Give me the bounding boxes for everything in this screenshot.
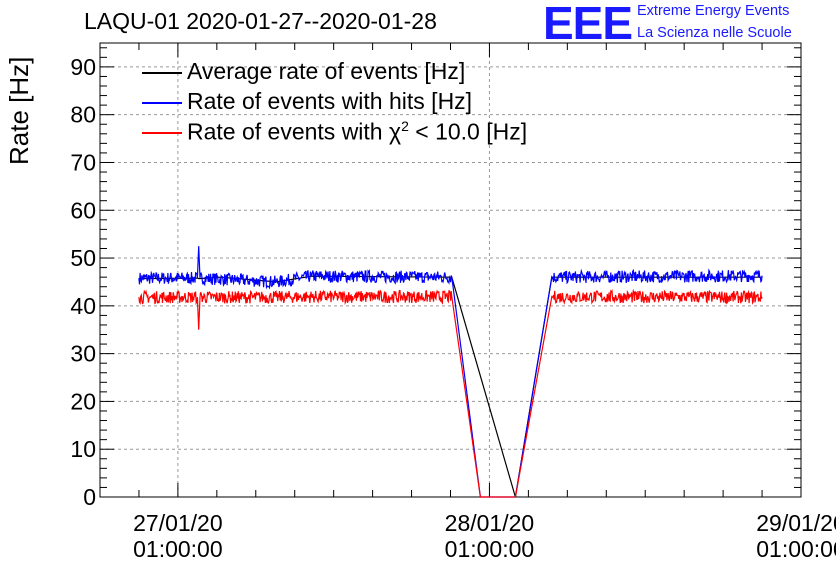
- logo-line-1: Extreme Energy Events: [637, 3, 790, 19]
- legend-chi2-sym: χ: [389, 118, 402, 145]
- x-tick-label-time: 01:00:00: [445, 536, 535, 562]
- logo-line-2: La Scienza nelle Scuole: [637, 25, 792, 41]
- y-axis-label: Rate [Hz]: [4, 56, 34, 165]
- legend-label-average: Average rate of events [Hz]: [187, 58, 466, 84]
- legend-chi2-post: < 10.0 [Hz]: [408, 118, 528, 145]
- eee-logo: EEE: [543, 0, 633, 49]
- y-tick-label: 70: [70, 149, 96, 175]
- legend-chi2-pre: Rate of events with: [187, 118, 389, 145]
- y-tick-label: 80: [70, 102, 96, 128]
- x-tick-label-time: 01:00:00: [756, 536, 836, 562]
- series-line-0: [138, 275, 763, 498]
- y-tick-label: 90: [70, 54, 96, 80]
- x-tick-label-date: 29/01/20: [756, 510, 836, 536]
- y-tick-label: 20: [70, 388, 96, 414]
- series-line-2: [138, 288, 763, 498]
- y-tick-label: 40: [70, 293, 96, 319]
- x-tick-label-date: 28/01/20: [445, 510, 535, 536]
- legend-chi2-sup: 2: [401, 118, 409, 134]
- y-tick-label: 50: [70, 245, 96, 271]
- x-tick-label-time: 01:00:00: [133, 536, 223, 562]
- chart-title: LAQU-01 2020-01-27--2020-01-28: [84, 8, 437, 34]
- y-tick-label: 60: [70, 197, 96, 223]
- legend-swatch-average: [142, 72, 182, 74]
- x-tick-label-date: 27/01/20: [133, 510, 223, 536]
- legend-label-chi2: Rate of events with χ2 < 10.0 [Hz]: [187, 118, 527, 146]
- y-tick-label: 0: [83, 484, 96, 510]
- legend-swatch-chi2: [142, 132, 182, 134]
- series-line-1: [138, 246, 763, 498]
- y-tick-label: 10: [70, 436, 96, 462]
- y-tick-label: 30: [70, 341, 96, 367]
- legend-swatch-hits: [142, 102, 182, 104]
- legend-label-hits: Rate of events with hits [Hz]: [187, 88, 473, 114]
